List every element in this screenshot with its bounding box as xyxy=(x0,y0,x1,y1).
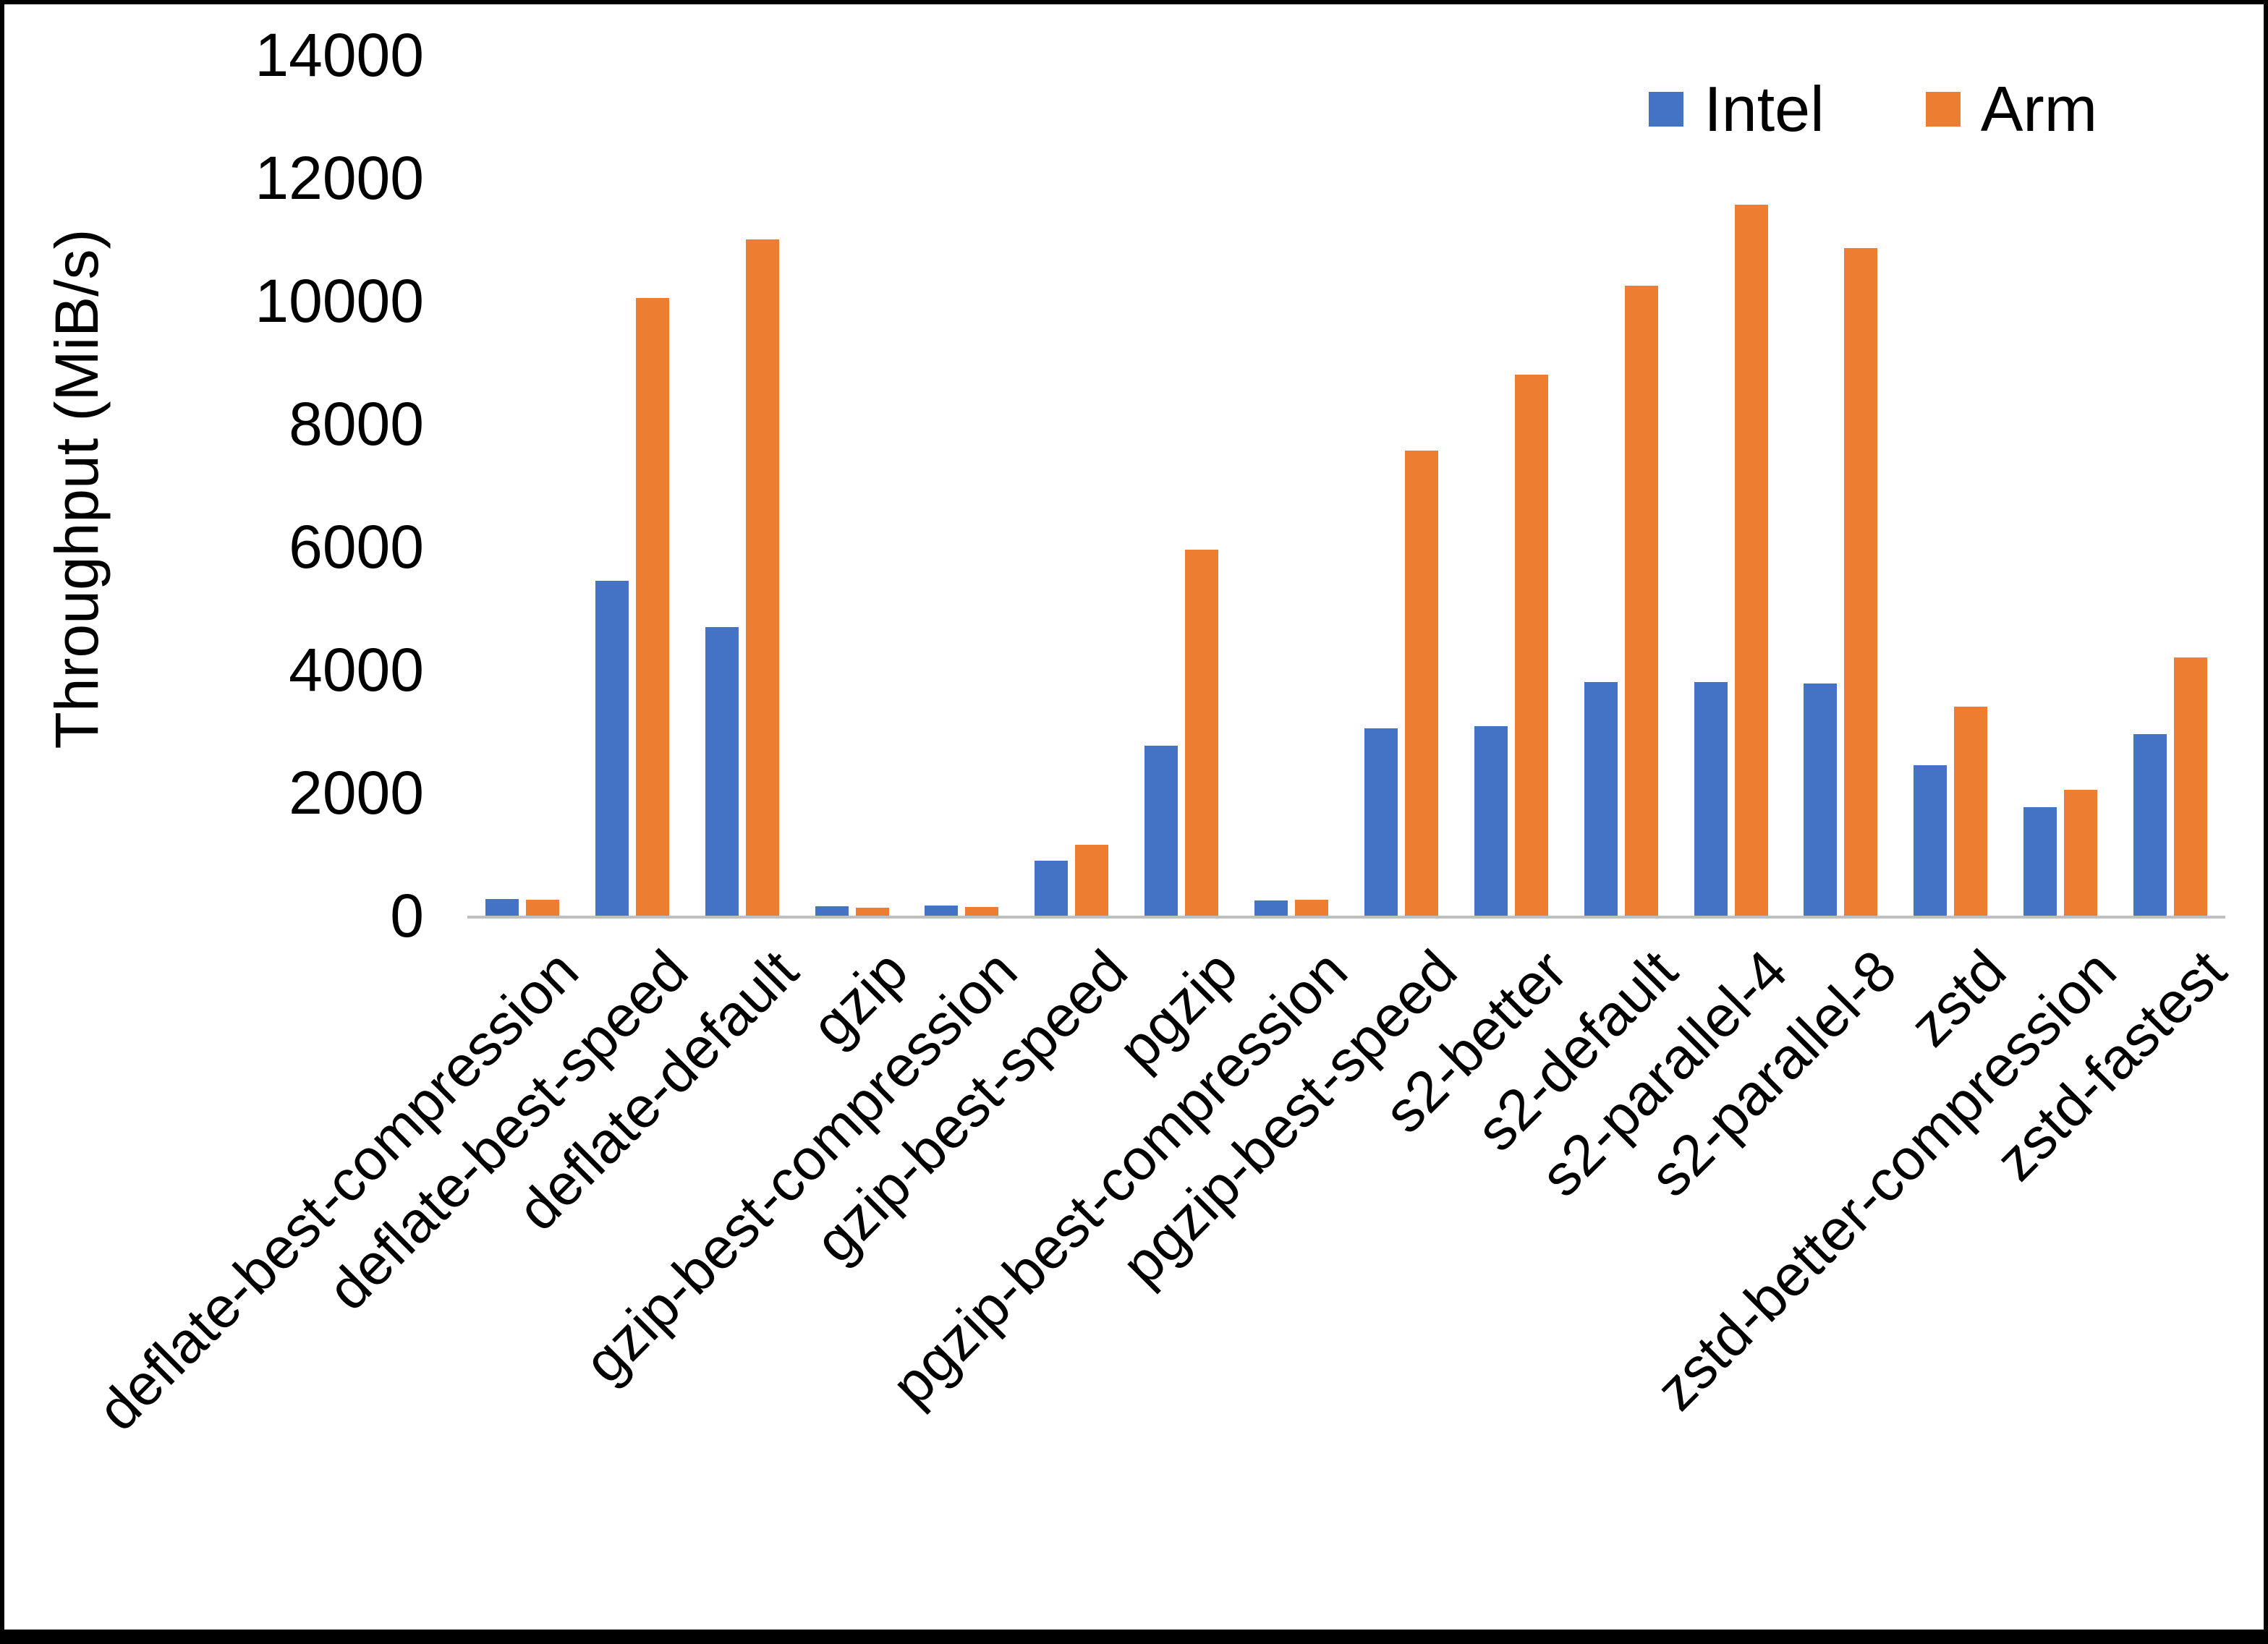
y-axis-tick-label: 2000 xyxy=(289,759,424,827)
bar-intel-zstd xyxy=(1914,765,1947,916)
bar-arm-s2-parallel-4 xyxy=(1735,205,1768,916)
bar-intel-s2-parallel-4 xyxy=(1694,682,1728,916)
bar-intel-deflate-default xyxy=(705,627,739,916)
bar-arm-s2-better xyxy=(1515,375,1548,916)
legend-swatch-icon xyxy=(1925,92,1961,127)
y-axis-title: Throughput (MiB/s) xyxy=(43,229,111,749)
bar-arm-gzip xyxy=(856,908,889,916)
bar-arm-pgzip-best-speed xyxy=(1405,451,1438,916)
legend: Intel Arm xyxy=(1649,73,2097,145)
bar-arm-zstd xyxy=(1954,707,1987,916)
bar-intel-deflate-best-compression xyxy=(485,899,519,916)
legend-swatch-icon xyxy=(1649,92,1684,127)
bar-arm-gzip-best-speed xyxy=(1075,845,1108,916)
bar-arm-deflate-default xyxy=(746,239,779,916)
bar-intel-zstd-better-compression xyxy=(2023,807,2057,916)
y-axis-tick-label: 0 xyxy=(390,882,424,950)
bar-intel-deflate-best-speed xyxy=(595,581,629,916)
y-axis-tick-label: 10000 xyxy=(255,267,424,335)
bar-intel-s2-better xyxy=(1474,726,1508,916)
bar-intel-pgzip xyxy=(1144,746,1178,916)
bar-arm-zstd-better-compression xyxy=(2064,790,2097,916)
bar-arm-pgzip-best-compression xyxy=(1295,900,1328,916)
bar-intel-pgzip-best-speed xyxy=(1364,728,1398,916)
y-axis-tick-label: 14000 xyxy=(255,21,424,89)
y-axis-tick-label: 8000 xyxy=(289,390,424,458)
legend-label: Intel xyxy=(1704,73,1825,145)
bar-arm-s2-default xyxy=(1625,286,1658,916)
bar-intel-gzip-best-compression xyxy=(925,906,958,916)
bar-arm-s2-parallel-8 xyxy=(1844,248,1877,916)
bar-intel-gzip-best-speed xyxy=(1035,861,1068,916)
bar-intel-zstd-fastest xyxy=(2133,734,2167,916)
y-axis-tick-label: 6000 xyxy=(289,513,424,581)
legend-item-intel: Intel xyxy=(1649,73,1825,145)
legend-item-arm: Arm xyxy=(1925,73,2097,145)
y-axis-tick-label: 4000 xyxy=(289,636,424,704)
bar-intel-s2-default xyxy=(1584,682,1618,916)
y-axis-tick-label: 12000 xyxy=(255,144,424,212)
bar-arm-pgzip xyxy=(1185,550,1218,916)
bar-arm-deflate-best-compression xyxy=(526,900,559,916)
bar-arm-deflate-best-speed xyxy=(636,298,669,916)
bar-intel-pgzip-best-compression xyxy=(1254,900,1288,916)
bar-arm-zstd-fastest xyxy=(2174,657,2207,916)
bar-intel-s2-parallel-8 xyxy=(1804,683,1837,916)
bar-intel-gzip xyxy=(815,906,849,916)
bar-arm-gzip-best-compression xyxy=(965,907,998,916)
legend-label: Arm xyxy=(1980,73,2097,145)
plot-area xyxy=(467,55,2225,919)
